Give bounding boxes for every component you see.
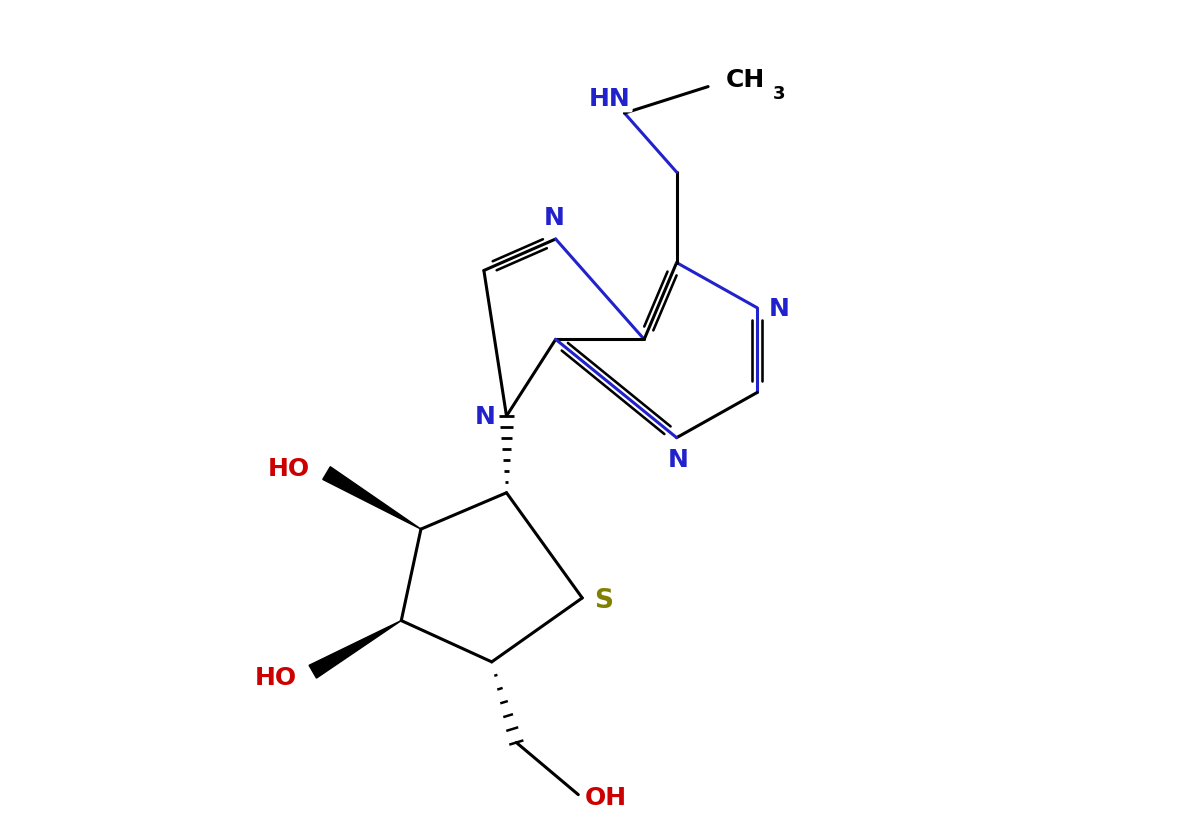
Text: OH: OH xyxy=(585,785,626,808)
Text: S: S xyxy=(594,587,613,613)
Text: N: N xyxy=(768,297,790,320)
Text: CH: CH xyxy=(725,68,765,92)
Text: 3: 3 xyxy=(773,85,785,104)
Text: HO: HO xyxy=(255,665,297,689)
Text: N: N xyxy=(543,206,565,230)
Polygon shape xyxy=(310,621,401,678)
Text: HN: HN xyxy=(588,87,630,111)
Text: N: N xyxy=(668,448,690,472)
Text: N: N xyxy=(474,405,495,429)
Polygon shape xyxy=(323,467,420,529)
Text: HO: HO xyxy=(268,456,310,481)
